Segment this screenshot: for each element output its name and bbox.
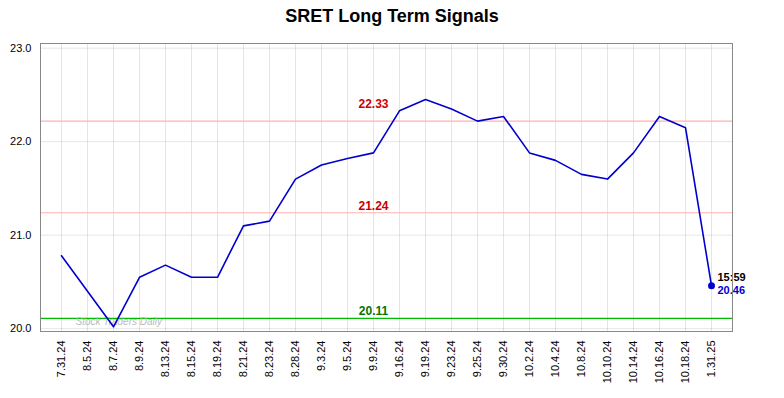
svg-text:8.28.24: 8.28.24: [289, 341, 301, 378]
svg-text:23.0: 23.0: [10, 42, 31, 54]
svg-text:8.23.24: 8.23.24: [263, 341, 275, 378]
svg-text:9.23.24: 9.23.24: [445, 341, 457, 378]
svg-text:10.18.24: 10.18.24: [679, 341, 691, 384]
svg-text:9.5.24: 9.5.24: [341, 341, 353, 372]
svg-text:1.31.25: 1.31.25: [705, 341, 717, 378]
svg-text:9.25.24: 9.25.24: [471, 341, 483, 378]
svg-text:15:59: 15:59: [718, 271, 746, 283]
svg-text:8.19.24: 8.19.24: [211, 341, 223, 378]
svg-text:10.16.24: 10.16.24: [653, 341, 665, 384]
svg-text:9.16.24: 9.16.24: [393, 341, 405, 378]
svg-text:8.7.24: 8.7.24: [107, 341, 119, 372]
svg-text:22.33: 22.33: [358, 97, 388, 111]
svg-text:9.3.24: 9.3.24: [315, 341, 327, 372]
svg-text:9.9.24: 9.9.24: [367, 341, 379, 372]
svg-text:20.11: 20.11: [359, 304, 389, 318]
svg-text:10.2.24: 10.2.24: [523, 341, 535, 378]
svg-text:7.31.24: 7.31.24: [55, 341, 67, 378]
svg-text:9.19.24: 9.19.24: [419, 341, 431, 378]
svg-text:8.21.24: 8.21.24: [237, 341, 249, 378]
svg-text:8.13.24: 8.13.24: [159, 341, 171, 378]
svg-text:10.8.24: 10.8.24: [575, 341, 587, 378]
svg-text:10.10.24: 10.10.24: [601, 341, 613, 384]
svg-text:Stock Traders Daily: Stock Traders Daily: [75, 315, 162, 327]
svg-text:10.4.24: 10.4.24: [549, 341, 561, 378]
svg-text:20.0: 20.0: [10, 322, 31, 334]
svg-text:10.14.24: 10.14.24: [627, 341, 639, 384]
svg-text:8.15.24: 8.15.24: [185, 341, 197, 378]
svg-text:8.9.24: 8.9.24: [133, 341, 145, 372]
svg-text:8.5.24: 8.5.24: [81, 341, 93, 372]
svg-text:21.0: 21.0: [10, 229, 31, 241]
svg-text:22.0: 22.0: [10, 135, 31, 147]
svg-text:21.24: 21.24: [358, 199, 388, 213]
html-text:SRET Long Term Signals: SRET Long Term Signals: [285, 6, 499, 26]
svg-text:9.30.24: 9.30.24: [497, 341, 509, 378]
svg-text:20.46: 20.46: [718, 284, 746, 296]
